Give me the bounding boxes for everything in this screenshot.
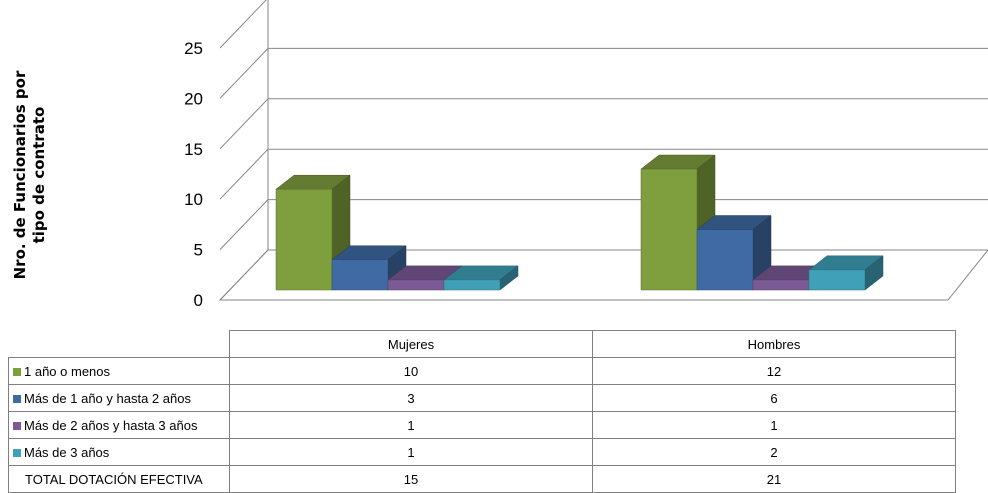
data-label: 1 — [592, 411, 956, 439]
y-tick-label: 5 — [194, 241, 203, 260]
total-row: TOTAL DOTACIÓN EFECTIVA 15 21 — [8, 465, 956, 493]
legend-label: Más de 2 años y hasta 3 años — [24, 417, 198, 433]
chart-floor — [218, 249, 988, 301]
y-tick-label: 15 — [184, 140, 203, 159]
legend-key-icon — [13, 367, 21, 376]
table-corner — [9, 331, 230, 358]
y-tick-label: 10 — [184, 190, 203, 209]
data-label: 1 — [229, 438, 593, 466]
legend-key-icon — [13, 448, 21, 457]
total-value: 21 — [592, 465, 956, 493]
y-axis-title: Nro. de Funcionarios por tipo de contrat… — [11, 70, 48, 280]
bar-front — [696, 229, 754, 291]
bar — [696, 215, 772, 291]
gridline-side — [219, 0, 267, 49]
bar-front — [640, 168, 698, 291]
data-label: 10 — [229, 357, 593, 385]
table-row: Más de 2 años y hasta 3 años 1 1 — [8, 411, 956, 439]
data-label: 1 — [229, 411, 593, 439]
legend-key-icon — [13, 394, 21, 403]
y-tick-label: 0 — [194, 291, 203, 310]
data-table: Mujeres Hombres 1 año o menos 10 12 Más de 1 … — [8, 330, 956, 493]
bar-front — [752, 279, 810, 291]
chart-plot: 0 5 10 15 20 25 — [184, 0, 988, 310]
gridlines — [219, 0, 988, 301]
legend-label: Más de 1 año y hasta 2 años — [24, 390, 191, 406]
bar-front — [443, 279, 501, 291]
y-axis-title-wrap: Nro. de Funcionarios por tipo de contrat… — [0, 0, 60, 300]
data-label: 6 — [592, 384, 956, 412]
legend-entry: 1 año o menos — [8, 357, 230, 385]
legend-entry: Más de 3 años — [8, 438, 230, 466]
table-header-row: Mujeres Hombres — [9, 330, 956, 358]
gridline-side — [219, 98, 269, 150]
table-row: Más de 3 años 1 2 — [8, 438, 956, 466]
legend-label: 1 año o menos — [24, 363, 111, 379]
data-label: 2 — [592, 438, 956, 466]
bar-front — [808, 269, 866, 291]
data-label: 12 — [592, 357, 956, 385]
table-row: Más de 1 año y hasta 2 años 3 6 — [8, 384, 956, 412]
y-tick-label: 25 — [184, 39, 203, 58]
total-label: TOTAL DOTACIÓN EFECTIVA — [8, 465, 230, 493]
total-value: 15 — [229, 465, 593, 493]
bar-front — [331, 259, 389, 291]
data-label: 3 — [229, 384, 593, 412]
bars — [275, 154, 884, 291]
gridline-side — [219, 148, 269, 200]
y-tick-label: 20 — [184, 89, 203, 108]
bar-front — [275, 188, 333, 291]
legend-label: Más de 3 años — [24, 444, 110, 460]
table-row: 1 año o menos 10 12 — [8, 357, 956, 385]
gridline-side — [219, 199, 269, 250]
gridline-side — [219, 48, 269, 99]
category-label: Mujeres — [229, 330, 593, 358]
bar — [808, 255, 884, 291]
legend-entry: Más de 1 año y hasta 2 años — [8, 384, 230, 412]
category-label: Hombres — [592, 330, 956, 358]
legend-key-icon — [13, 421, 21, 430]
legend-entry: Más de 2 años y hasta 3 años — [8, 411, 230, 439]
bar — [443, 265, 519, 291]
bar-front — [387, 279, 445, 291]
